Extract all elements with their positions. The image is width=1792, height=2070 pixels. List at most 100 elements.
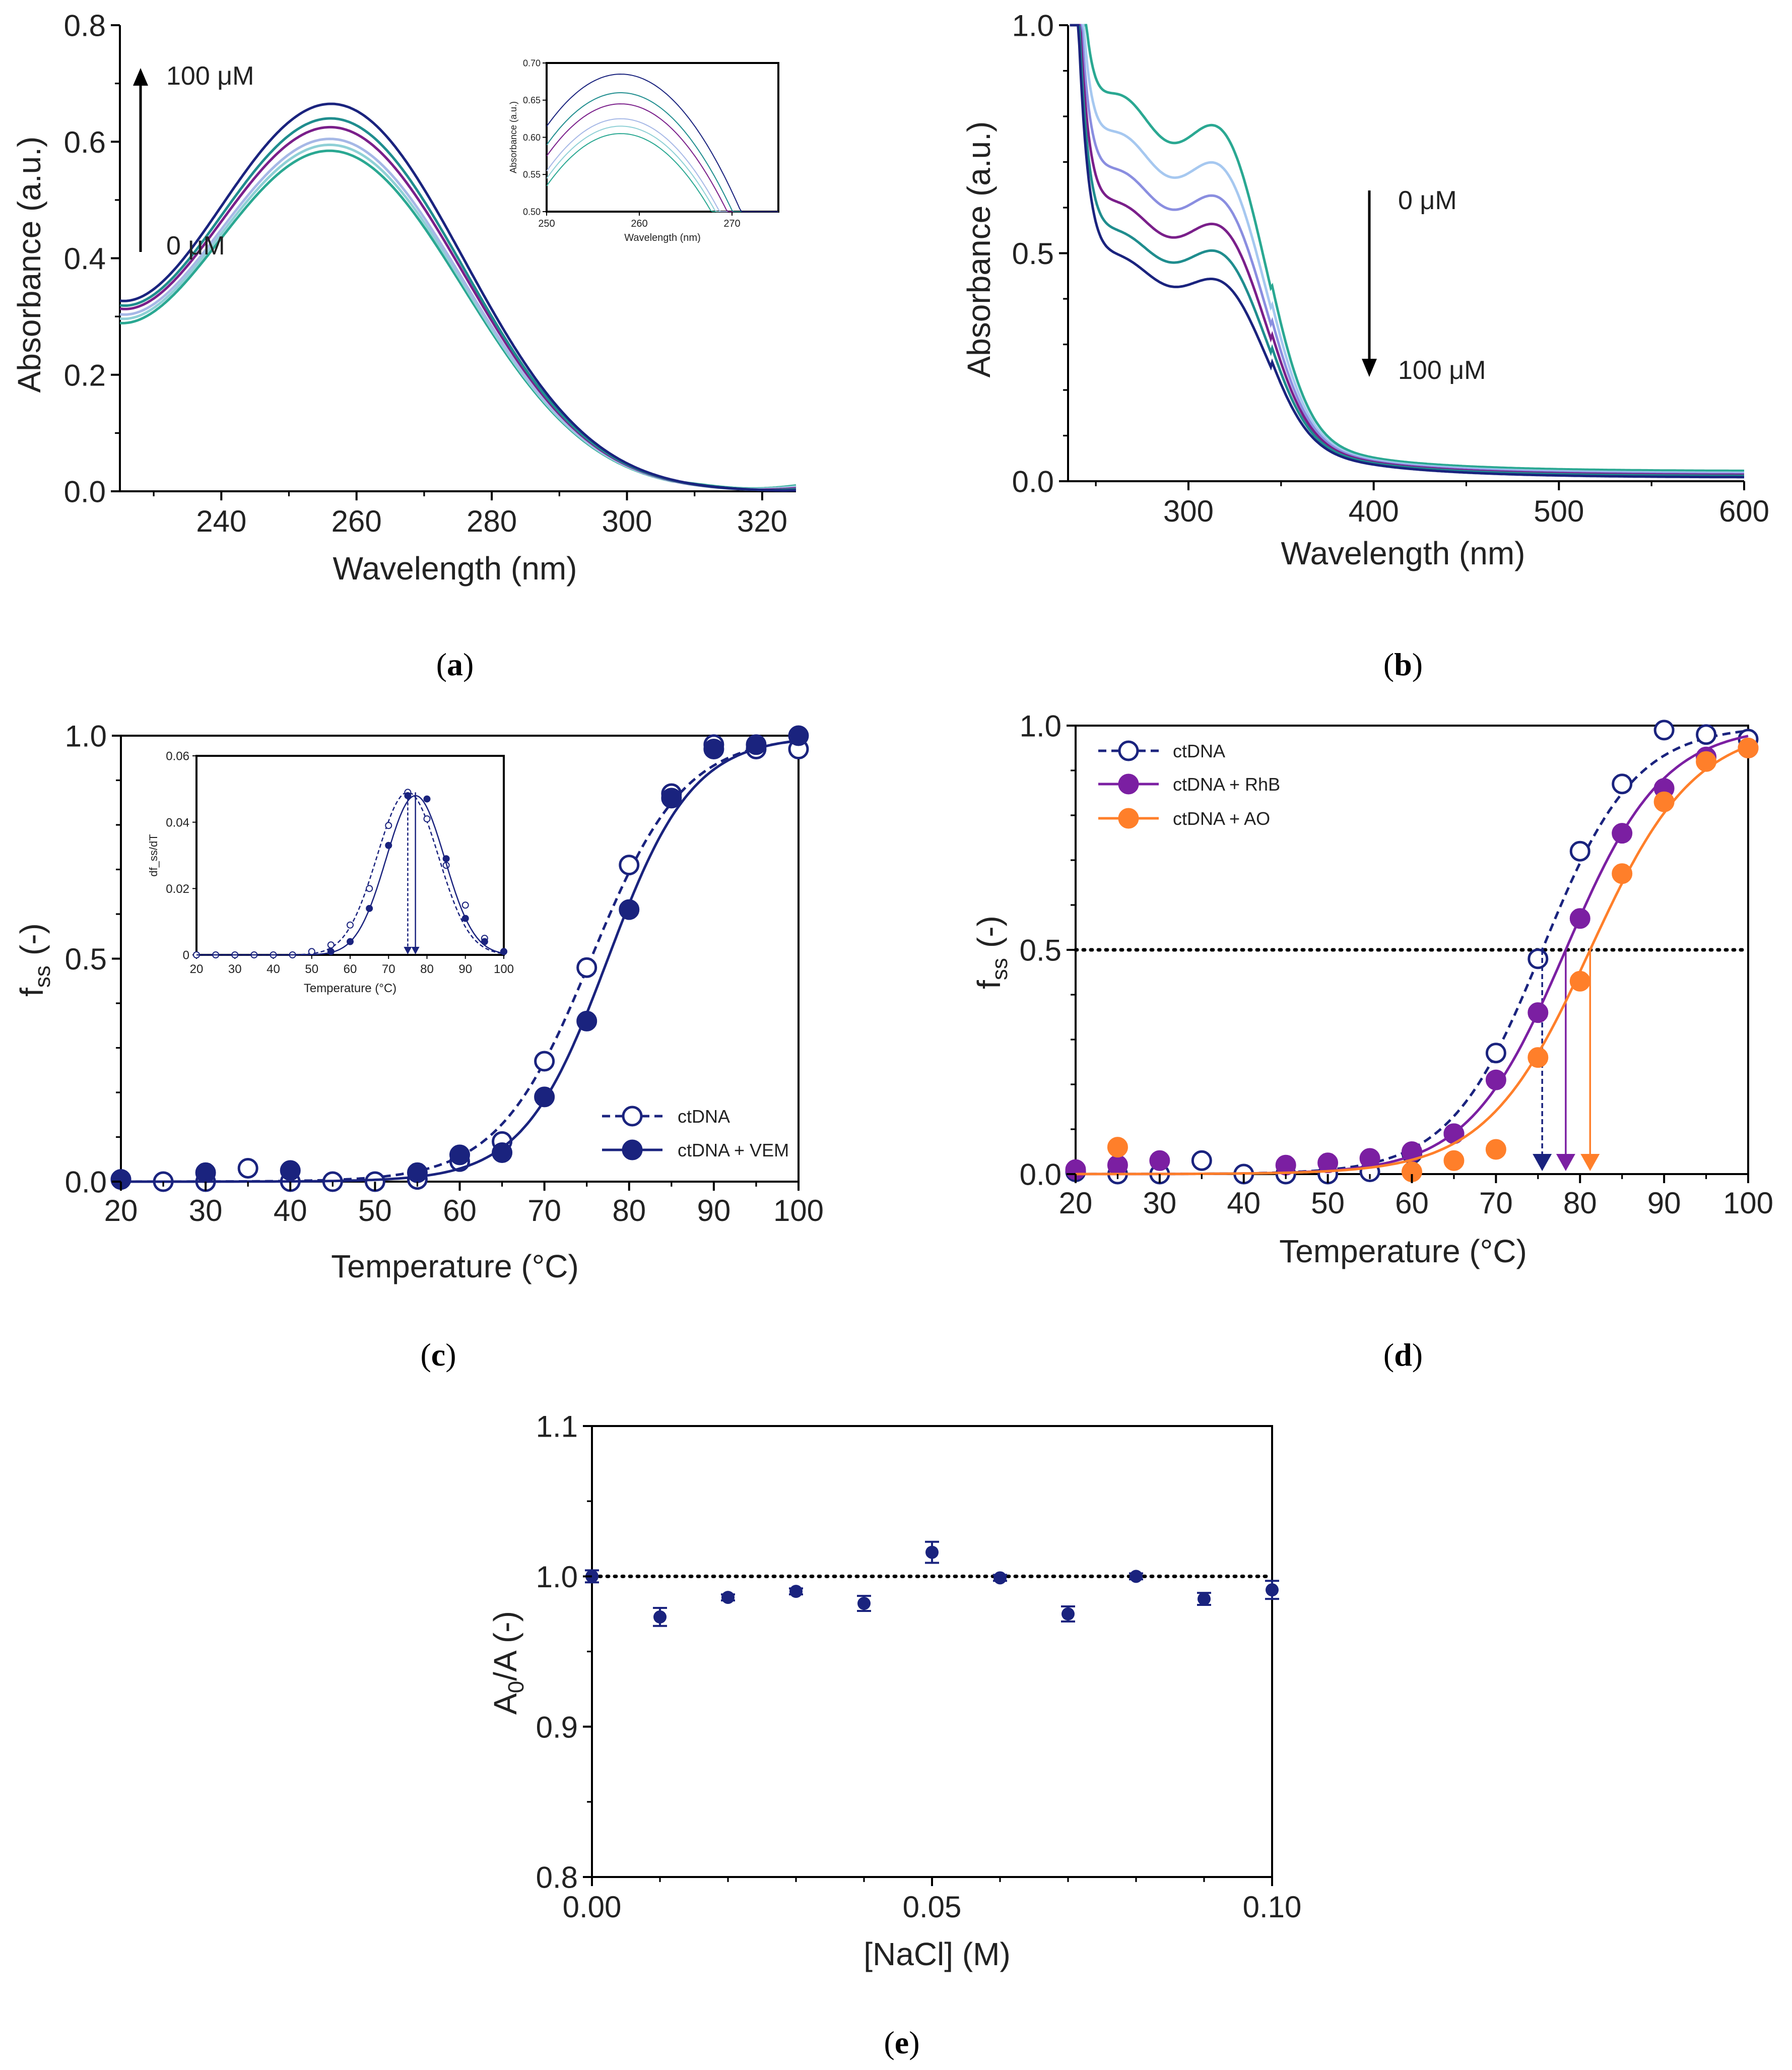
y-tick-label: 0.02 bbox=[166, 882, 189, 896]
panel-d-data-point bbox=[1569, 908, 1590, 929]
x-tick-label: 600 bbox=[1719, 494, 1769, 528]
panel-c-data-point bbox=[449, 1144, 470, 1166]
panel-c-data-point bbox=[195, 1162, 216, 1183]
x-tick-label: 70 bbox=[1479, 1186, 1513, 1220]
x-tick-label: 30 bbox=[189, 1194, 223, 1227]
panel-d-data-point bbox=[1107, 1137, 1128, 1158]
x-tick-label: 250 bbox=[538, 218, 555, 229]
x-tick-label: 300 bbox=[1163, 494, 1214, 528]
panel-c-data-point bbox=[703, 739, 724, 760]
y-tick-label: 1.0 bbox=[536, 1560, 578, 1594]
panel-d-fit-line bbox=[1076, 735, 1749, 1176]
panel-b: 300 400 500 600 0.0 0.5 1.0 Wavelength (nm) Ab… bbox=[961, 9, 1769, 682]
panel-c-data-point bbox=[407, 1162, 428, 1183]
x-tick-label: 0.05 bbox=[903, 1890, 962, 1924]
panel-e-ylabel-tail: /A (-) bbox=[487, 1611, 523, 1681]
y-tick-label: 1.0 bbox=[65, 720, 107, 753]
panel-e-data-point bbox=[1130, 1570, 1143, 1583]
x-tick-label: 500 bbox=[1534, 494, 1584, 528]
x-tick-label: 60 bbox=[1395, 1186, 1429, 1220]
x-tick-label: 30 bbox=[228, 962, 242, 976]
y-tick-label: 0.5 bbox=[1012, 237, 1054, 271]
panel-e-axes bbox=[591, 1425, 1273, 1878]
panel-c-ylabel-main: f bbox=[14, 988, 50, 997]
panel-c-legend-marker bbox=[622, 1106, 643, 1127]
panel-c-data-point bbox=[576, 957, 598, 978]
x-tick-label: 100 bbox=[1723, 1186, 1773, 1220]
panel-c-inset-point bbox=[366, 904, 373, 912]
panel-a-inset: 250 260 270 0.50 0.55 0.60 0.65 0.70 Wavelength … bbox=[508, 58, 779, 243]
y-tick-label: 0.8 bbox=[536, 1861, 578, 1895]
y-tick-label: 0.9 bbox=[536, 1710, 578, 1744]
x-tick-label: 60 bbox=[344, 962, 357, 976]
x-tick-label: 260 bbox=[631, 218, 647, 229]
panel-a-annotation: 100 μM 0 μM bbox=[133, 61, 254, 261]
panel-e-caption: (e) bbox=[884, 2025, 919, 2060]
panel-e: 0.00 0.05 0.10 0.8 0.9 1.0 1.1 [NaCl] (M) A0/A… bbox=[487, 1410, 1301, 2060]
panel-d-legend-marker bbox=[1118, 773, 1139, 795]
panel-c-data-point bbox=[534, 1086, 555, 1108]
panel-e-data-point bbox=[653, 1610, 667, 1624]
panel-b-series-line bbox=[1070, 24, 1744, 475]
panel-a-inset-line bbox=[546, 125, 778, 212]
y-tick-label: 0.04 bbox=[166, 816, 189, 829]
panel-c-data-point bbox=[576, 1010, 598, 1031]
panel-c-inset-point bbox=[327, 941, 335, 949]
panel-d-tm-arrow bbox=[1580, 1154, 1600, 1171]
y-tick-label: 0.4 bbox=[64, 242, 106, 276]
y-tick-label: 0.0 bbox=[64, 475, 106, 509]
panel-c-inset-point bbox=[385, 822, 392, 829]
panel-d-ticks: 20 30 40 50 60 70 80 90 100 0.0 0.5 1.0 bbox=[1020, 709, 1773, 1220]
y-tick-label: 0.0 bbox=[65, 1166, 107, 1199]
panel-b-series-line bbox=[1070, 24, 1745, 472]
panel-c: 20 30 40 50 60 70 80 90 100 0.0 0.5 1.0 Temperature… bbox=[14, 720, 824, 1373]
panel-a-annotation-bottom: 0 μM bbox=[166, 231, 225, 261]
x-tick-label: 80 bbox=[420, 962, 434, 976]
panel-b-series-line bbox=[1070, 24, 1744, 476]
panel-d-data-point bbox=[1528, 1002, 1549, 1023]
panel-a-series bbox=[119, 102, 797, 492]
panel-a-inset-line bbox=[546, 92, 778, 212]
panel-c-xlabel: Temperature (°C) bbox=[331, 1248, 579, 1284]
x-tick-label: 70 bbox=[382, 962, 395, 976]
panel-a-ylabel: Absorbance (a.u.) bbox=[11, 137, 47, 393]
y-tick-label: 0.2 bbox=[64, 358, 106, 392]
panel-c-caption: (c) bbox=[420, 1337, 456, 1373]
panel-e-data-point bbox=[789, 1585, 803, 1598]
y-tick-label: 0.0 bbox=[1012, 465, 1054, 499]
panel-b-axes bbox=[1067, 25, 1744, 482]
panel-a-inset-line bbox=[546, 133, 778, 212]
x-tick-label: 100 bbox=[494, 962, 514, 976]
panel-a-inset-line bbox=[546, 103, 778, 212]
panel-d: 20 30 40 50 60 70 80 90 100 0.0 0.5 1.0 Temperature… bbox=[971, 709, 1773, 1373]
panel-b-ylabel: Absorbance (a.u.) bbox=[961, 121, 997, 378]
x-tick-label: 260 bbox=[331, 504, 382, 538]
x-tick-label: 80 bbox=[1563, 1186, 1597, 1220]
panel-c-inset-point bbox=[347, 921, 354, 929]
panel-c-legend: ctDNA ctDNA + VEM bbox=[602, 1106, 789, 1160]
panel-c-inset-point bbox=[500, 948, 507, 955]
panel-c-ylabel: fss (-) bbox=[14, 923, 55, 997]
x-tick-label: 20 bbox=[104, 1194, 138, 1227]
panel-c-legend-marker bbox=[622, 1139, 643, 1160]
panel-e-ylabel: A0/A (-) bbox=[487, 1611, 528, 1715]
panel-c-inset-point bbox=[385, 842, 392, 849]
panel-b-series-line bbox=[1070, 24, 1744, 477]
y-tick-label: 0.5 bbox=[1020, 934, 1061, 967]
panel-a-series-line bbox=[119, 143, 797, 490]
panel-c-data-point bbox=[746, 734, 767, 755]
x-tick-label: 60 bbox=[443, 1194, 477, 1227]
panel-c-legend-label: ctDNA + VEM bbox=[678, 1140, 789, 1160]
y-tick-label: 0.0 bbox=[1020, 1158, 1061, 1192]
panel-c-inset-tm-arrow bbox=[404, 947, 412, 954]
panel-c-inset-point bbox=[461, 915, 469, 922]
x-tick-label: 0.10 bbox=[1243, 1890, 1302, 1924]
panel-e-ylabel-sub: 0 bbox=[504, 1681, 528, 1693]
panel-e-data-point bbox=[1061, 1607, 1075, 1621]
panel-c-inset: 20 30 40 50 60 70 80 90 100 0 0.02 0.04 0.06 Temperat… bbox=[147, 750, 514, 995]
panel-d-data-point bbox=[1528, 948, 1549, 969]
panel-d-data-point bbox=[1359, 1148, 1380, 1169]
panel-e-ylabel-main: A bbox=[487, 1693, 523, 1715]
x-tick-label: 70 bbox=[527, 1194, 561, 1227]
panel-b-ticks: 300 400 500 600 0.0 0.5 1.0 bbox=[1012, 9, 1769, 528]
